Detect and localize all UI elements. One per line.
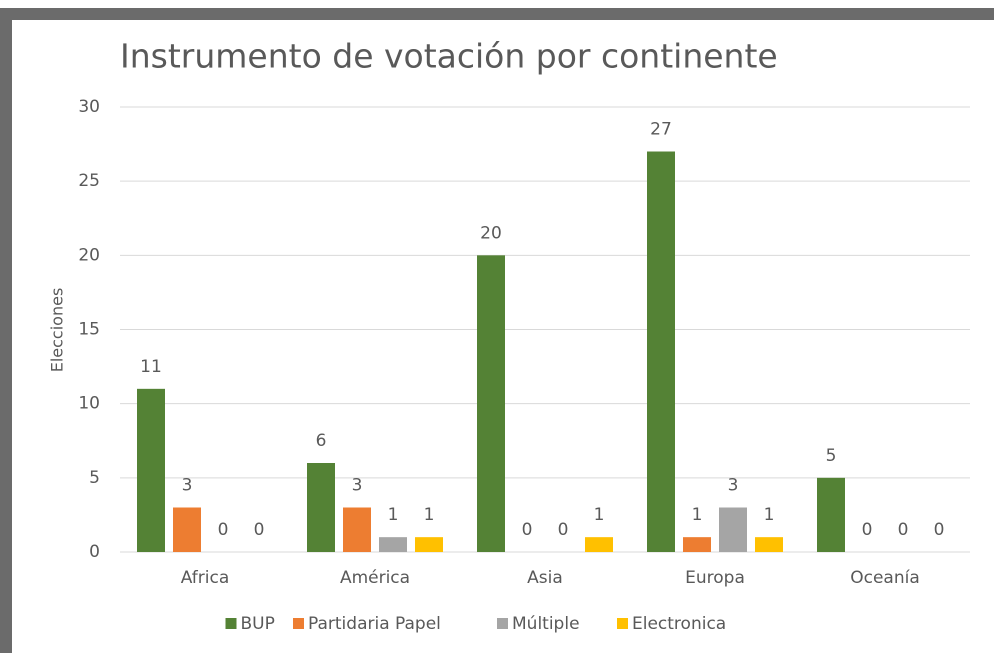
y-tick-label: 15 (78, 320, 100, 340)
data-label: 0 (522, 520, 533, 540)
bar (173, 507, 201, 552)
legend-label: Partidaria Papel (308, 614, 441, 634)
bar (307, 463, 335, 552)
legend-swatch (225, 618, 237, 629)
legend-label: Múltiple (512, 614, 580, 634)
data-label: 0 (218, 520, 229, 540)
data-label: 0 (862, 520, 873, 540)
data-label: 1 (692, 505, 703, 525)
x-tick-label: América (340, 568, 410, 588)
bar (379, 537, 407, 552)
x-tick-label: Oceanía (850, 568, 920, 588)
bar (137, 388, 165, 552)
y-tick-label: 5 (89, 468, 100, 488)
data-label: 5 (826, 446, 837, 466)
data-label: 6 (316, 431, 327, 451)
data-label: 27 (650, 120, 672, 140)
y-tick-label: 30 (78, 97, 100, 117)
bar (817, 477, 845, 552)
legend-label: BUP (241, 614, 275, 634)
legend-swatch (617, 618, 628, 629)
data-label: 3 (352, 476, 363, 496)
data-label: 1 (424, 505, 435, 525)
data-label: 0 (254, 520, 265, 540)
data-label: 0 (558, 520, 569, 540)
legend-swatch (293, 618, 304, 629)
y-tick-label: 25 (78, 171, 100, 191)
y-tick-label: 20 (78, 245, 100, 265)
bar (755, 537, 783, 552)
x-tick-label: Europa (685, 568, 745, 588)
x-tick-label: Asia (527, 568, 563, 588)
data-label: 0 (934, 520, 945, 540)
bar (343, 507, 371, 552)
data-label: 0 (898, 520, 909, 540)
chart-title: Instrumento de votación por continente (120, 37, 778, 76)
frame-left (0, 8, 12, 653)
x-tick-label: Africa (181, 568, 230, 588)
data-label: 3 (182, 476, 193, 496)
data-label: 11 (140, 357, 162, 377)
bar (477, 255, 505, 553)
bar (719, 507, 747, 552)
data-label: 1 (388, 505, 399, 525)
y-tick-label: 0 (89, 542, 100, 562)
y-tick-label: 10 (78, 394, 100, 414)
bar (585, 537, 613, 552)
y-axis-label: Elecciones (48, 288, 67, 373)
data-label: 1 (764, 505, 775, 525)
data-label: 20 (480, 223, 502, 243)
data-label: 3 (728, 476, 739, 496)
legend-label: Electronica (632, 614, 726, 634)
bar (415, 537, 443, 552)
bar (647, 151, 675, 552)
legend-swatch (497, 618, 508, 629)
data-label: 1 (594, 505, 605, 525)
bar (683, 537, 711, 552)
frame-top (0, 8, 994, 20)
